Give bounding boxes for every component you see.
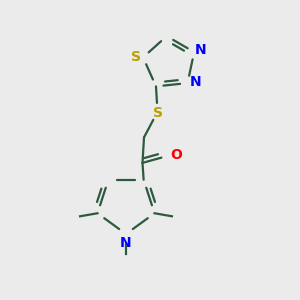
Text: N: N	[194, 43, 206, 57]
Text: S: S	[153, 106, 163, 120]
Text: S: S	[130, 50, 141, 64]
Text: N: N	[120, 236, 132, 250]
Text: N: N	[189, 76, 201, 89]
Text: O: O	[170, 148, 182, 162]
